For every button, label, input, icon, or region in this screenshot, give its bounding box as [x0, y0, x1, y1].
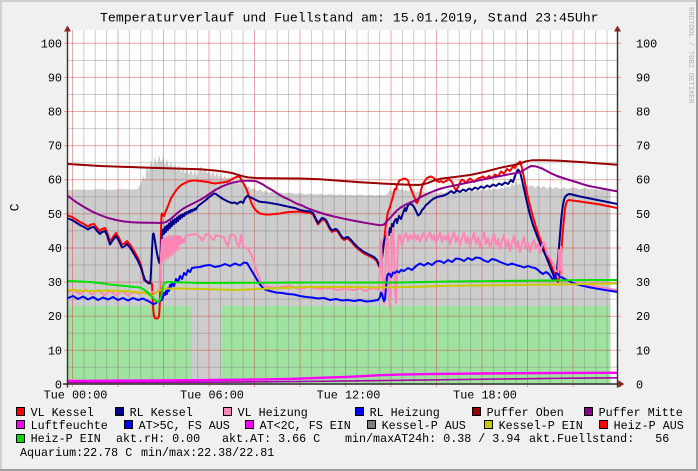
- svg-text:60: 60: [48, 174, 62, 188]
- svg-text:50: 50: [636, 208, 650, 222]
- svg-text:10: 10: [48, 344, 62, 358]
- svg-text:100: 100: [636, 37, 657, 51]
- svg-text:90: 90: [636, 71, 650, 85]
- svg-text:30: 30: [48, 276, 62, 290]
- svg-text:Tue 06:00: Tue 06:00: [180, 389, 244, 403]
- svg-text:80: 80: [48, 106, 62, 120]
- svg-text:20: 20: [48, 310, 62, 324]
- svg-text:90: 90: [48, 71, 62, 85]
- svg-text:70: 70: [48, 140, 62, 154]
- svg-text:60: 60: [636, 174, 650, 188]
- svg-text:Temperaturverlauf und Fuellsta: Temperaturverlauf und Fuellstand am: 15.…: [100, 11, 599, 26]
- svg-text:0: 0: [636, 378, 643, 392]
- svg-text:RRDTOOL / TOBI OETIKER: RRDTOOL / TOBI OETIKER: [686, 7, 694, 104]
- svg-text:70: 70: [636, 140, 650, 154]
- svg-text:Tue 18:00: Tue 18:00: [453, 389, 517, 403]
- svg-text:10: 10: [636, 344, 650, 358]
- svg-text:80: 80: [636, 106, 650, 120]
- svg-text:Tue 12:00: Tue 12:00: [317, 389, 381, 403]
- svg-text:0: 0: [55, 378, 62, 392]
- svg-text:40: 40: [636, 242, 650, 256]
- svg-text:C: C: [8, 203, 23, 211]
- svg-text:50: 50: [48, 208, 62, 222]
- svg-text:Tue 00:00: Tue 00:00: [44, 389, 108, 403]
- svg-text:100: 100: [41, 37, 62, 51]
- svg-text:40: 40: [48, 242, 62, 256]
- svg-text:20: 20: [636, 310, 650, 324]
- svg-text:30: 30: [636, 276, 650, 290]
